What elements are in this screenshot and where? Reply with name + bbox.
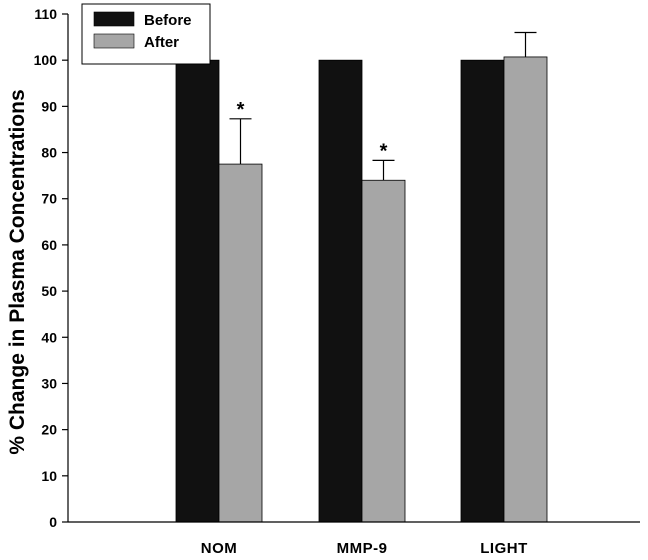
y-tick-label: 70	[41, 191, 57, 207]
bars-group	[175, 56, 548, 523]
y-tick-label: 0	[49, 514, 57, 530]
error-bars-group	[229, 31, 537, 181]
y-tick-label: 10	[41, 468, 57, 484]
y-axis-title: % Change in Plasma Concentrations	[6, 89, 29, 454]
legend-label-after: After	[144, 34, 179, 51]
y-tick-label: 40	[41, 329, 57, 345]
y-tick-label: 90	[41, 98, 57, 114]
y-tick-label: 30	[41, 375, 57, 391]
y-tick-label: 60	[41, 237, 57, 253]
axes-group	[67, 14, 640, 523]
y-tick-label: 110	[34, 6, 57, 22]
y-tick-label: 100	[34, 52, 58, 68]
y-tick-label: 50	[41, 283, 57, 299]
x-category-label: NOM	[201, 540, 238, 557]
x-labels-group: NOM MMP-9 LIGHT	[201, 540, 528, 557]
y-tick-label: 80	[41, 145, 57, 161]
bar-after-mmp-9	[361, 179, 406, 523]
y-tick-label: 20	[41, 422, 57, 438]
x-category-label: LIGHT	[480, 540, 528, 557]
bar-after-nom	[218, 163, 263, 523]
legend-swatch-after	[93, 33, 135, 49]
x-category-label: MMP-9	[337, 540, 388, 557]
bar-after-light	[503, 56, 548, 523]
legend-label-before: Before	[144, 12, 192, 29]
y-axis-label: % Change in Plasma Concentrations	[6, 89, 29, 454]
bar-before-mmp-9	[318, 59, 363, 523]
legend-swatch-before	[93, 11, 135, 27]
significance-group: **	[237, 99, 388, 163]
bar-before-light	[460, 59, 505, 523]
significance-marker: *	[237, 99, 245, 121]
y-ticks-group: 0 10 20 30 40 50 60 70 80 90 100 110	[34, 6, 68, 530]
bar-before-nom	[175, 59, 220, 523]
significance-marker: *	[380, 140, 388, 162]
legend: Before After	[81, 3, 211, 65]
